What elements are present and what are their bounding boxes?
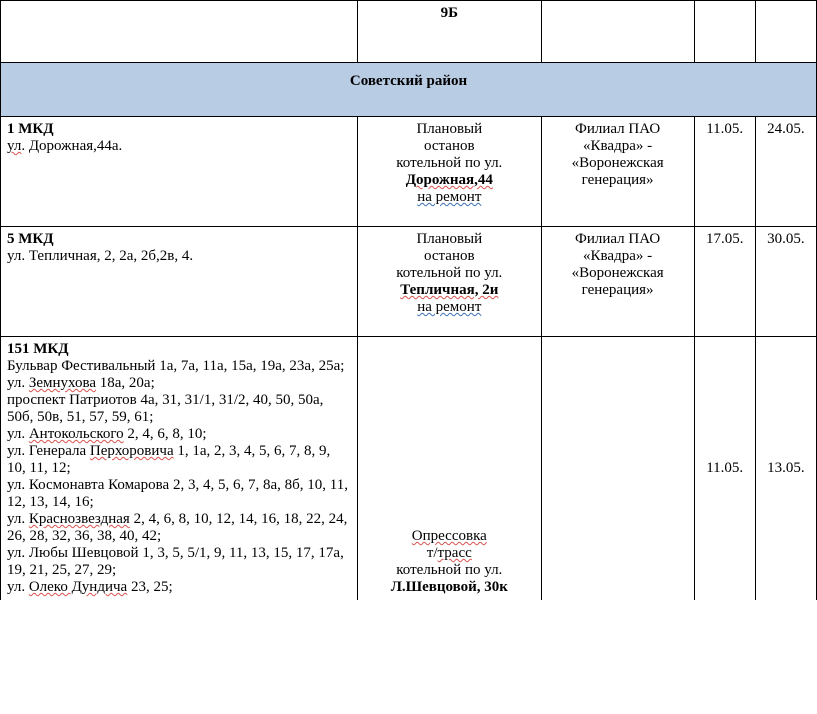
reason-line: Плановый (416, 121, 482, 137)
reason-last: на ремонт (417, 189, 481, 205)
org-line: Филиал ПАО (575, 231, 660, 247)
reason-bold: Дорожная,44 (406, 172, 493, 188)
addr-post: 18а, 20а; (96, 375, 155, 391)
mkd-title: 5 МКД (7, 231, 54, 247)
org-line: генерация» (582, 172, 654, 188)
reason-line: котельной по ул. (396, 155, 502, 171)
org-cell: Филиал ПАО «Квадра» - «Воронежская генер… (541, 227, 694, 337)
mkd-title: 151 МКД (7, 341, 69, 357)
reason-line: котельной по ул. (396, 265, 502, 281)
reason-cell: Плановый останов котельной по ул. Дорожн… (358, 117, 542, 227)
top-cell-5 (755, 1, 816, 63)
date-end: 30.05. (755, 227, 816, 337)
addr-pre: ул. (7, 375, 29, 391)
schedule-table: 9Б Советский район 1 МКД ул. Дорожная,44… (0, 0, 817, 600)
reason-bold: Л.Шевцовой, 30к (391, 579, 508, 595)
reason-line: останов (424, 138, 475, 154)
addr-spell: Олеко Дундича (29, 579, 127, 595)
org-line: генерация» (582, 282, 654, 298)
table-row: 1 МКД ул. Дорожная,44а. Плановый останов… (1, 117, 817, 227)
addr-post: 2, 4, 6, 8, 10; (124, 426, 207, 442)
org-cell: Филиал ПАО «Квадра» - «Воронежская генер… (541, 117, 694, 227)
addr-pre: ул. (7, 511, 29, 527)
addr-line: ул. Тепличная, 2, 2а, 2б,2в, 4. (7, 248, 193, 264)
reason-line: котельной по ул. (396, 562, 502, 578)
reason-spell: трасс (438, 545, 472, 561)
reason-line: Плановый (416, 231, 482, 247)
org-line: «Квадра» - (583, 248, 652, 264)
org-line: «Квадра» - (583, 138, 652, 154)
addr-cell: 5 МКД ул. Тепличная, 2, 2а, 2б,2в, 4. (1, 227, 358, 337)
addr-pre: ул. (7, 579, 29, 595)
top-cell-3 (541, 1, 694, 63)
date-end: 24.05. (755, 117, 816, 227)
section-header-row: Советский район (1, 63, 817, 117)
table-row: 5 МКД ул. Тепличная, 2, 2а, 2б,2в, 4. Пл… (1, 227, 817, 337)
org-line: «Воронежская (572, 155, 664, 171)
reason-last: на ремонт (417, 299, 481, 315)
date-start: 17.05. (694, 227, 755, 337)
addr-rest: . Дорожная,44а. (21, 138, 122, 154)
top-cell-4 (694, 1, 755, 63)
org-line: Филиал ПАО (575, 121, 660, 137)
addr-post: 23, 25; (127, 579, 172, 595)
top-cell-2: 9Б (358, 1, 542, 63)
date-start: 11.05. (694, 337, 755, 601)
addr-spell: Краснозвездная (29, 511, 130, 527)
section-header: Советский район (1, 63, 817, 117)
reason-line: Опрессовка (412, 528, 487, 544)
addr-line: ул. Любы Шевцовой 1, 3, 5, 5/1, 9, 11, 1… (7, 545, 344, 578)
addr-cell: 1 МКД ул. Дорожная,44а. (1, 117, 358, 227)
top-row: 9Б (1, 1, 817, 63)
addr-line: проспект Патриотов 4а, 31, 31/1, 31/2, 4… (7, 392, 323, 425)
org-cell (541, 337, 694, 601)
addr-pre: ул. (7, 426, 29, 442)
addr-line: Бульвар Фестивальный 1а, 7а, 11а, 15а, 1… (7, 358, 344, 374)
reason-bold: Тепличная, 2и (400, 282, 498, 298)
addr-spell: Земнухова (29, 375, 96, 391)
addr-spell: Антокольского (29, 426, 124, 442)
addr-spell: Перхоровича (90, 443, 174, 459)
top-cell-1 (1, 1, 358, 63)
addr-cell: 151 МКД Бульвар Фестивальный 1а, 7а, 11а… (1, 337, 358, 601)
reason-line: останов (424, 248, 475, 264)
mkd-title: 1 МКД (7, 121, 54, 137)
table-row: 151 МКД Бульвар Фестивальный 1а, 7а, 11а… (1, 337, 817, 601)
reason-cell: Плановый останов котельной по ул. Теплич… (358, 227, 542, 337)
reason-cell: Опрессовка т/трасс котельной по ул. Л.Ше… (358, 337, 542, 601)
date-end: 13.05. (755, 337, 816, 601)
date-start: 11.05. (694, 117, 755, 227)
addr-prefix: ул (7, 138, 21, 154)
addr-pre: ул. Генерала (7, 443, 90, 459)
addr-line: ул. Космонавта Комарова 2, 3, 4, 5, 6, 7… (7, 477, 348, 510)
reason-pre: т/ (427, 545, 438, 561)
org-line: «Воронежская (572, 265, 664, 281)
